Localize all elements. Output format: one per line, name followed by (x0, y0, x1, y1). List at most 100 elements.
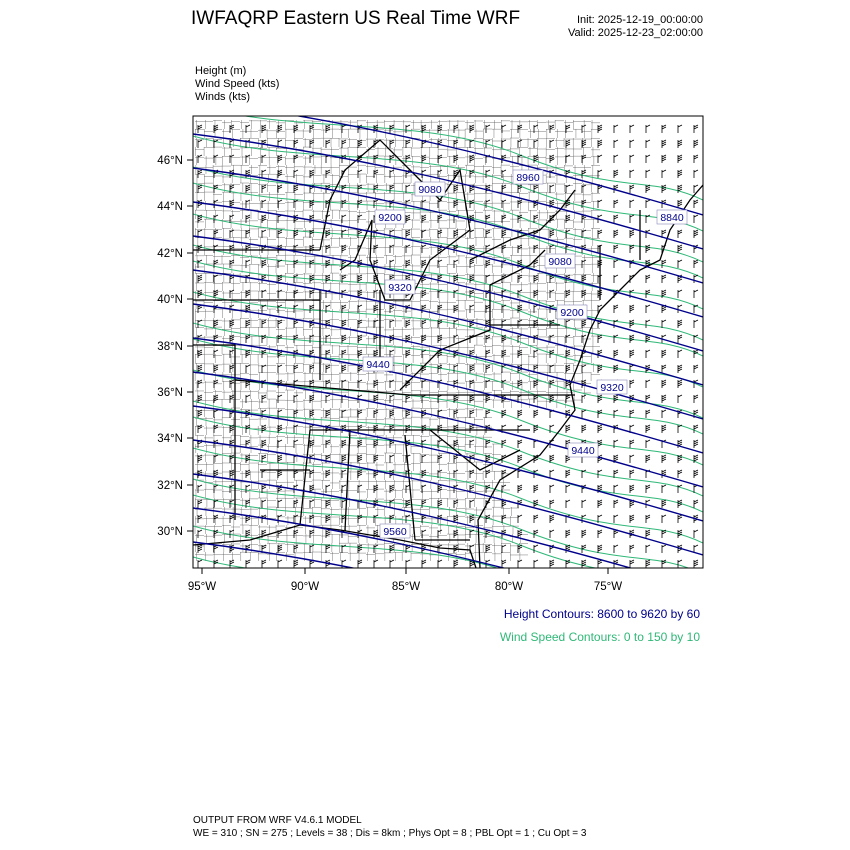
county-line (564, 183, 573, 192)
county-line (249, 264, 258, 273)
county-line (357, 372, 366, 381)
county-line (230, 219, 240, 228)
county-line (483, 237, 492, 246)
wind-barb (197, 244, 203, 253)
county-line (537, 363, 546, 372)
wind-barb (277, 304, 283, 313)
wind-barb (565, 469, 571, 478)
county-line (303, 165, 312, 174)
wind-barb (469, 304, 475, 313)
county-line (510, 336, 519, 345)
county-line (339, 542, 348, 552)
county-line (465, 273, 474, 282)
wind-barb (677, 544, 683, 553)
county-line (294, 300, 303, 309)
wind-barb (437, 214, 443, 223)
county-line (555, 327, 564, 336)
wind-barb (197, 169, 203, 178)
wind-barb (277, 154, 283, 163)
county-line (258, 462, 267, 471)
wind-barb (373, 349, 379, 358)
wind-barb (469, 394, 475, 403)
wind-barb (197, 514, 203, 523)
wind-barb (645, 379, 651, 388)
county-line (339, 372, 348, 381)
county-line (393, 318, 402, 327)
county-line (339, 471, 348, 480)
height-label: 9440 (366, 359, 390, 371)
county-line (258, 165, 267, 174)
wind-barb (261, 364, 267, 373)
county-line (285, 470, 294, 480)
county-line (195, 552, 204, 561)
wind-barb (645, 424, 651, 433)
county-line (492, 128, 501, 138)
county-line (222, 156, 231, 165)
wind-barb (501, 544, 507, 553)
county-line (321, 137, 330, 147)
county-line (213, 120, 222, 129)
county-line (555, 218, 564, 228)
axis-ticks (187, 159, 609, 574)
county-line (267, 138, 276, 147)
wind-barb (261, 214, 267, 223)
county-line (366, 552, 375, 561)
wind-barb (645, 169, 651, 178)
wind-barb (629, 154, 635, 163)
county-line (582, 192, 591, 201)
wind-barb (581, 274, 587, 283)
county-line (510, 353, 519, 363)
wind-barb (661, 454, 667, 463)
county-line (420, 237, 429, 246)
county-line (483, 228, 492, 237)
county-line (303, 219, 312, 228)
county-line (519, 201, 528, 210)
county-line (213, 192, 222, 201)
county-line (366, 138, 375, 147)
height-label-box (656, 209, 688, 225)
county-line (339, 309, 348, 318)
county-line (239, 273, 249, 282)
wind-barb (245, 469, 251, 478)
wind-barb (469, 169, 475, 178)
county-line (519, 336, 528, 345)
county-line (240, 399, 249, 408)
county-line (393, 444, 402, 453)
county-line (348, 128, 357, 138)
county-line (429, 291, 438, 300)
county-line (429, 461, 438, 471)
county-line (437, 147, 447, 156)
wind-barb (453, 319, 459, 328)
county-line (456, 255, 465, 264)
county-line (564, 219, 573, 228)
wind-barb (245, 319, 251, 328)
wind-barb (325, 304, 331, 313)
wind-barb (453, 529, 459, 538)
county-line (222, 381, 231, 390)
county-line (573, 201, 582, 210)
county-line (420, 372, 429, 381)
county-line (375, 381, 384, 390)
wind-barb (501, 214, 507, 223)
wind-barb (405, 214, 411, 223)
county-line (222, 300, 231, 309)
county-line (204, 363, 213, 372)
county-line (411, 407, 420, 417)
county-line (510, 246, 519, 255)
county-line (276, 165, 285, 174)
wind-barb (309, 229, 315, 238)
county-line (366, 174, 375, 183)
county-line (492, 264, 501, 273)
county-line (392, 408, 402, 417)
county-line (402, 318, 411, 327)
wind-barb (581, 199, 587, 208)
county-line (267, 308, 276, 318)
county-line (366, 165, 375, 174)
wind-barb (309, 274, 315, 283)
county-line (258, 390, 267, 399)
county-line (384, 435, 393, 444)
wind-barb (309, 409, 315, 418)
county-line (375, 174, 384, 183)
county-line (474, 156, 483, 165)
wind-barb (661, 364, 667, 373)
